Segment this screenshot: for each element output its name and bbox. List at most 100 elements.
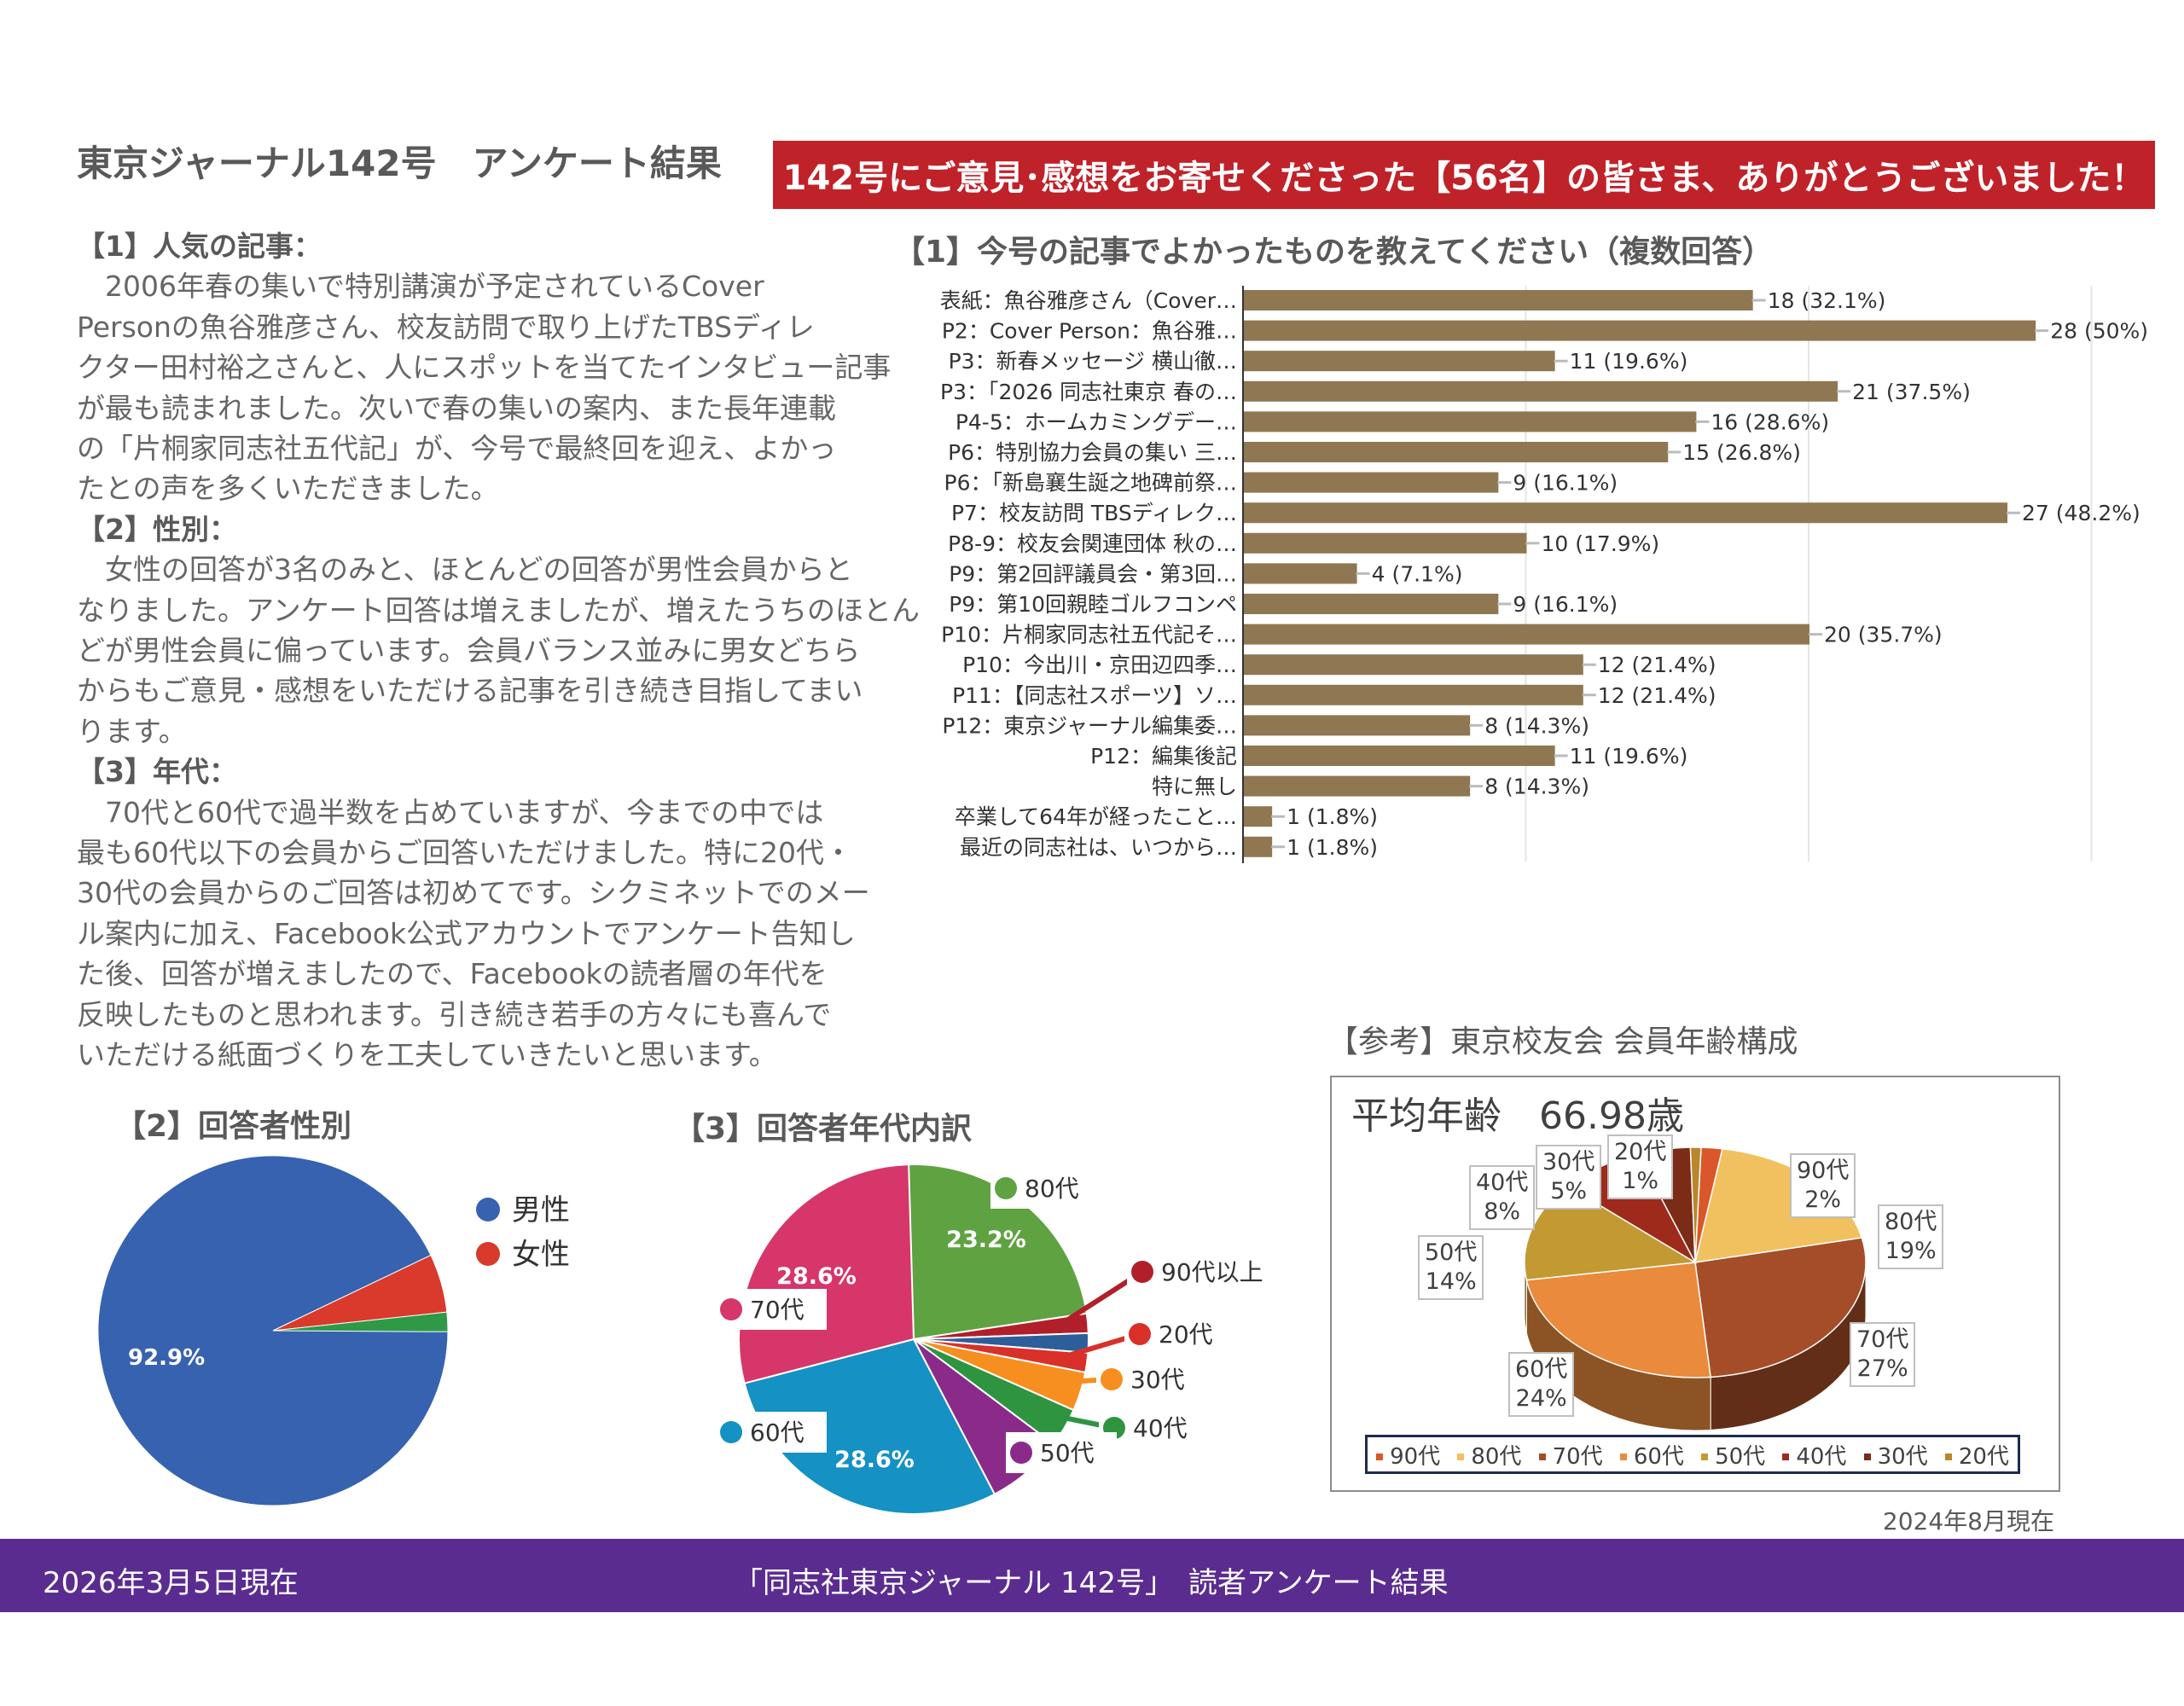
bar-value-label: 11 (19.6%) — [1570, 349, 1688, 374]
legend-label: 20代 — [1958, 1443, 2009, 1470]
bar — [1244, 684, 1583, 705]
text-line: どが男性会員に偏っています。会員バランス並みに男女どちら — [77, 634, 861, 667]
bar — [1244, 351, 1555, 372]
footer-title: 「同志社東京ジャーナル 142号」 読者アンケート結果 — [734, 1566, 1449, 1600]
text-line: からもご意見・感想をいただける記事を引き続き目指してまい — [77, 674, 863, 708]
bar — [1244, 746, 1555, 766]
pie-slice — [1525, 1262, 1711, 1378]
bar-category-label: P6：「新島襄生誕之地碑前祭… — [944, 471, 1237, 496]
bar-category-label: P8-9：校友会関連団体 秋の… — [948, 531, 1237, 556]
legend-item: 30代 — [1863, 1439, 1928, 1471]
text-line: 70代と60代で過半数を占めていますが、今までの中では — [77, 795, 824, 829]
bar-value-label: 1 (1.8%) — [1287, 835, 1378, 860]
bar — [1244, 563, 1357, 584]
legend-label: 90代 — [1390, 1443, 1441, 1470]
legend-dot-icon — [1131, 1261, 1153, 1283]
bar — [1244, 594, 1499, 614]
bar — [1244, 320, 2036, 341]
article-bar-chart: 表紙：魚谷雅彦さん（Cover… 18 (32.1%) P2：Cover Perso… — [940, 286, 2148, 863]
section-heading: 【2】性別： — [77, 512, 237, 546]
legend-dot-icon — [720, 1298, 742, 1320]
bar-category-label: P12：編集後記 — [1090, 744, 1237, 769]
bar-value-label: 8 (14.3%) — [1484, 775, 1589, 799]
bar — [1244, 442, 1669, 462]
bar-value-label: 12 (21.4%) — [1598, 653, 1716, 677]
slice-name: 50代 — [1425, 1239, 1478, 1266]
average-age: 平均年齢 66.98歳 — [1351, 1094, 1684, 1138]
text-line: の「片桐家同志社五代記」が、今号で最終回を迎え、よかっ — [77, 432, 837, 465]
legend-swatch-icon — [1701, 1454, 1709, 1460]
data-label-box: 50代 14% — [1418, 1235, 1484, 1300]
gender-chart-title: 【2】回答者性別 — [115, 1109, 351, 1144]
gender-legend-label: 男性 — [512, 1193, 570, 1227]
data-label-box: 40代 8% — [1469, 1165, 1536, 1230]
bar-category-label: P6：特別協力会員の集い 三… — [948, 440, 1237, 465]
slice-name: 90代 — [1797, 1158, 1850, 1184]
slice-percent: 5% — [1550, 1178, 1588, 1204]
legend-label: 50代 — [1715, 1443, 1766, 1470]
age-slice-label: 40代 — [1133, 1414, 1188, 1442]
bar — [1244, 290, 1753, 310]
footer-date: 2026年3月5日現在 — [43, 1566, 299, 1600]
age-pct-label: 28.6% — [776, 1263, 857, 1290]
legend-swatch-icon — [1863, 1454, 1871, 1460]
slice-name: 20代 — [1614, 1139, 1667, 1165]
bar — [1244, 806, 1273, 827]
bar-category-label: 最近の同志社は、いつから… — [960, 835, 1237, 860]
bar — [1244, 836, 1273, 857]
bar-value-label: 8 (14.3%) — [1484, 713, 1589, 738]
bar-value-label: 10 (17.9%) — [1542, 531, 1660, 556]
slice-name: 80代 — [1885, 1209, 1937, 1235]
text-line: なりました。アンケート回答は増えましたが、増えたうちのほとん — [77, 593, 921, 627]
footer-bar — [0, 1539, 2184, 1612]
age-slice-label: 50代 — [1040, 1439, 1095, 1467]
bar-value-label: 11 (19.6%) — [1570, 744, 1688, 769]
bar-category-label: P10：今出川・京田辺四季… — [962, 653, 1237, 677]
legend-dot-icon — [1010, 1442, 1032, 1464]
legend-dot-icon — [995, 1177, 1017, 1199]
bar — [1244, 775, 1471, 797]
bar-category-label: 卒業して64年が経ったこと… — [955, 804, 1237, 829]
slice-name: 70代 — [1856, 1326, 1909, 1353]
legend-label: 30代 — [1877, 1443, 1928, 1470]
legend-dot-icon — [720, 1421, 742, 1443]
data-label-box: 30代 5% — [1536, 1145, 1602, 1210]
text-line: ります。 — [77, 714, 187, 748]
age-slice-label: 90代以上 — [1161, 1258, 1263, 1286]
age-slice-label: 80代 — [1025, 1175, 1079, 1203]
bar — [1244, 411, 1697, 432]
bar-category-label: P3：「2026 同志社東京 春の… — [940, 380, 1237, 404]
slice-percent: 1% — [1622, 1168, 1659, 1194]
legend-swatch-icon — [1944, 1454, 1952, 1460]
slice-percent: 14% — [1425, 1268, 1477, 1295]
pie-slice — [1689, 1146, 1702, 1263]
member-age-legend: 90代 80代 70代 60代 50代 40代 30代 20代 — [1365, 1435, 2020, 1474]
legend-swatch-icon — [1457, 1454, 1465, 1460]
bar-category-label: P12：東京ジャーナル編集委… — [942, 713, 1237, 738]
bar-category-label: P4-5：ホームカミングデー… — [956, 409, 1237, 434]
legend-swatch-icon — [1619, 1454, 1627, 1460]
legend-label: 80代 — [1471, 1443, 1522, 1470]
legend-dot-icon — [1101, 1368, 1123, 1390]
reference-title: 【参考】東京校友会 会員年齢構成 — [1327, 1024, 1798, 1059]
slice-percent: 2% — [1804, 1187, 1842, 1213]
slice-percent: 24% — [1515, 1385, 1567, 1412]
text-line: Personの魚谷雅彦さん、校友訪問で取り上げたTBSディレ — [77, 310, 815, 344]
bar-category-label: P11：【同志社スポーツ】ソ… — [952, 683, 1237, 708]
bar-category-label: 特に無し — [1152, 775, 1237, 799]
bar — [1244, 624, 1809, 645]
text-line: が最も読まれました。次いで春の集いの案内、また長年連載 — [77, 391, 837, 425]
text-line: 2006年春の集いで特別講演が予定されているCover — [77, 270, 764, 304]
legend-item: 40代 — [1782, 1439, 1846, 1471]
gender-pct-label: 92.9% — [128, 1345, 205, 1371]
age-pct-label: 23.2% — [946, 1227, 1026, 1253]
pie-slice — [1694, 1237, 1867, 1378]
bar-chart-title: 【1】今号の記事でよかったものを教えてください（複数回答） — [894, 235, 1774, 270]
slice-percent: 8% — [1484, 1198, 1521, 1225]
text-line: た後、回答が増えましたので、Facebookの読者層の年代を — [77, 957, 828, 991]
gender-slice — [272, 1311, 449, 1332]
page-title: 東京ジャーナル142号 アンケート結果 — [77, 142, 722, 184]
legend-swatch-icon — [1376, 1454, 1384, 1460]
bar — [1244, 502, 2008, 524]
slice-name: 30代 — [1542, 1149, 1595, 1175]
